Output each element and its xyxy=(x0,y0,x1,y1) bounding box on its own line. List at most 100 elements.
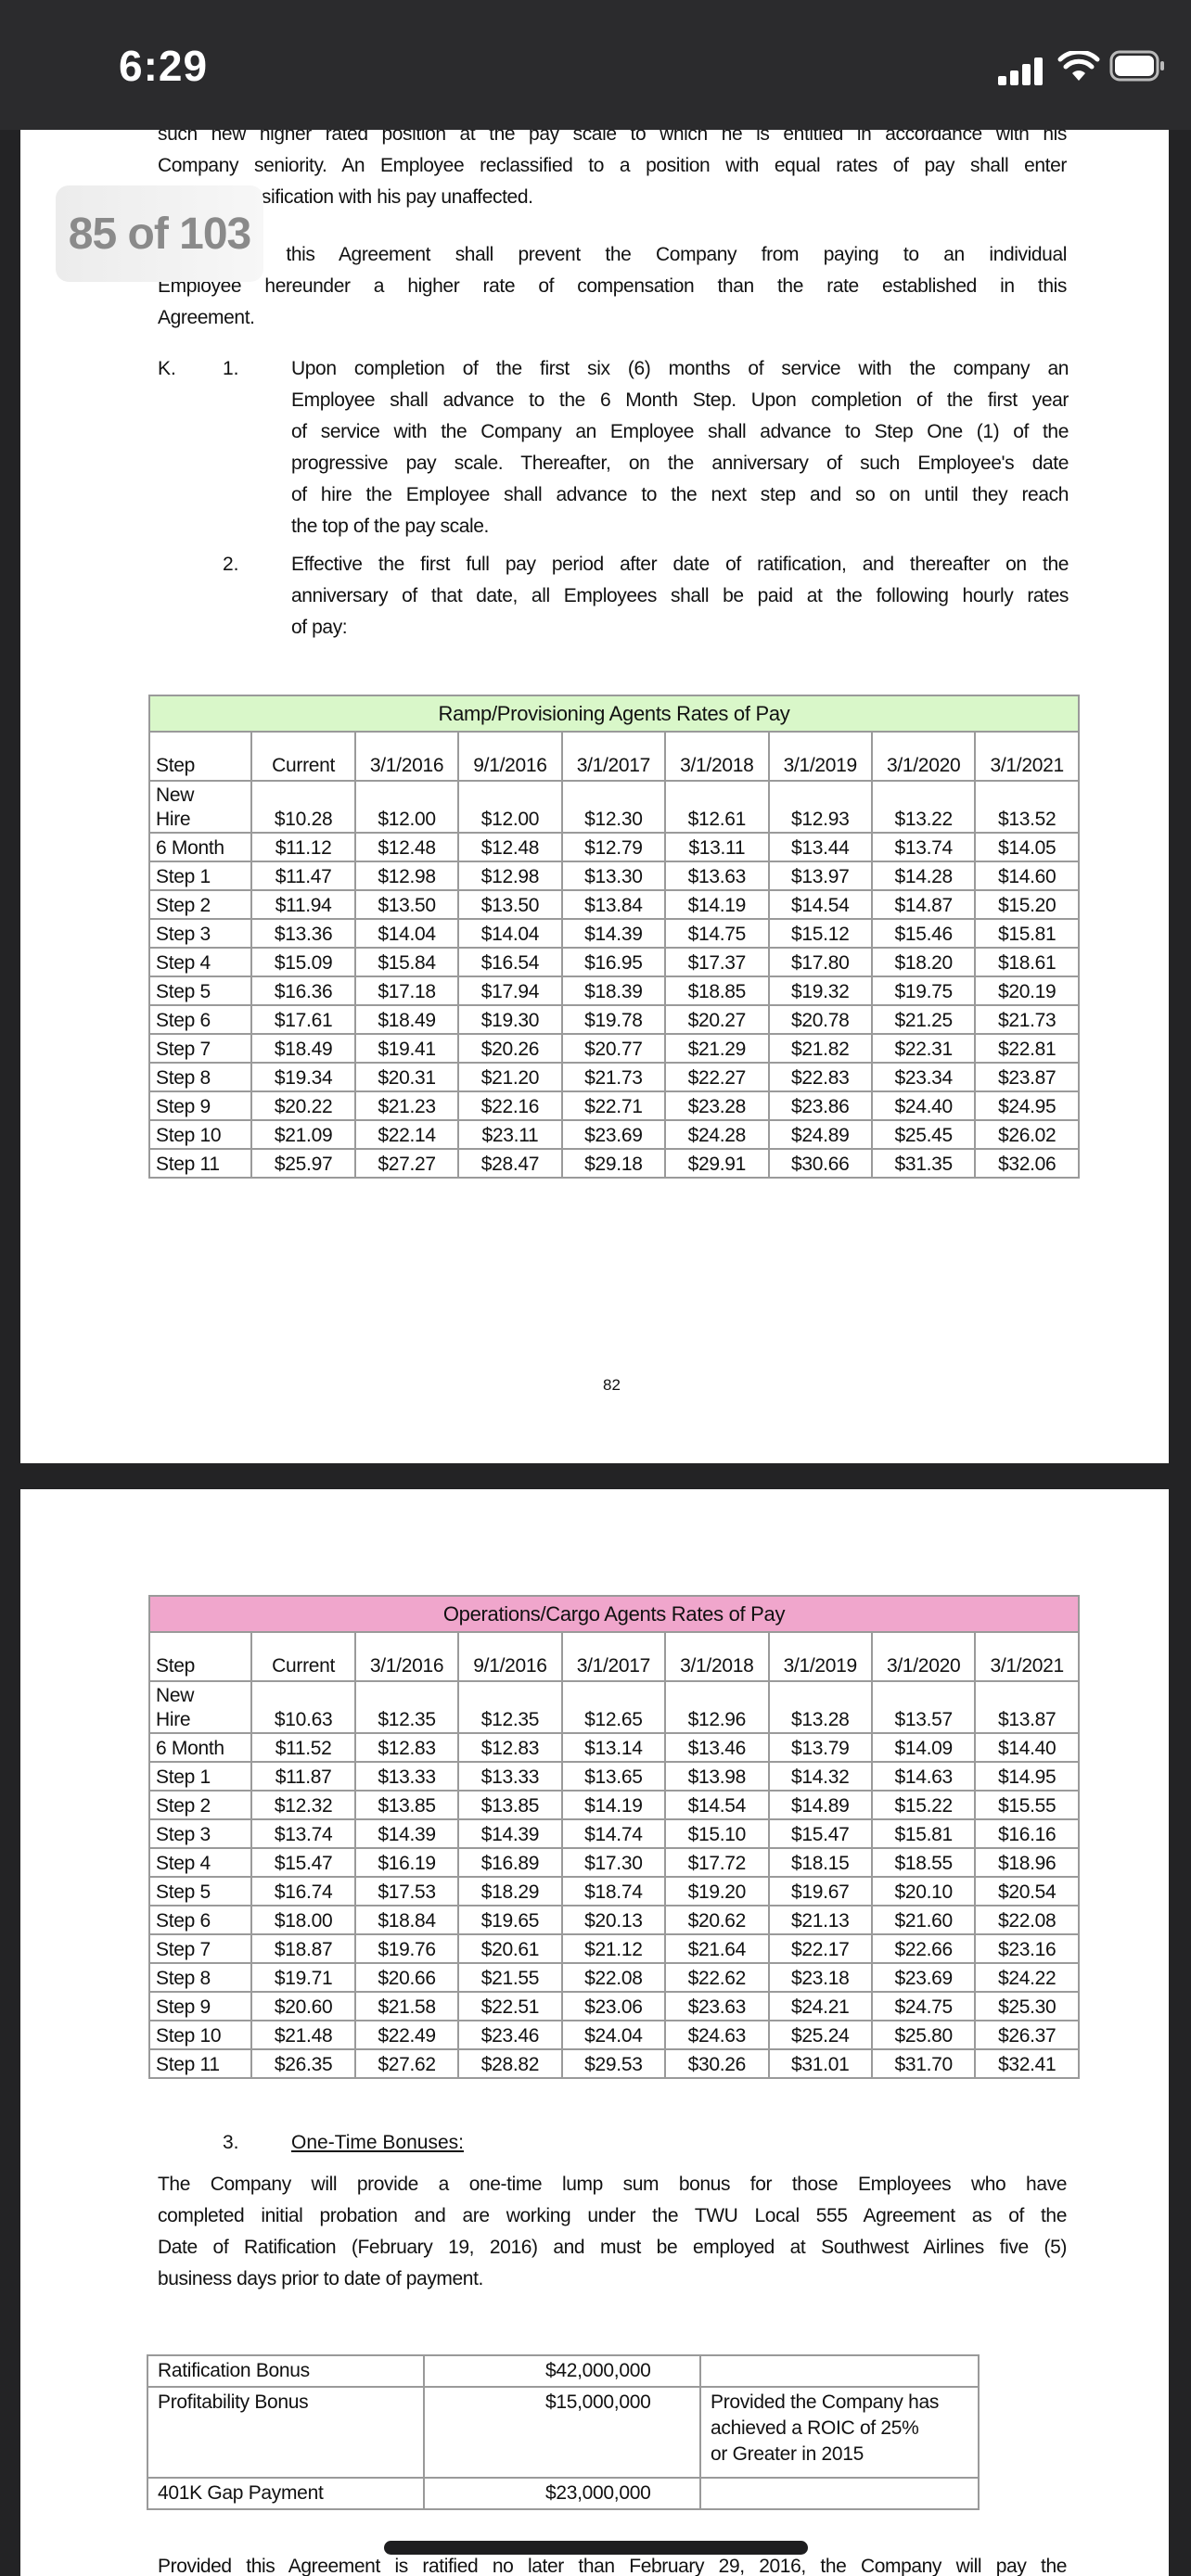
column-header: 3/1/2021 xyxy=(974,1631,1080,1682)
bonus-amount: $15,000,000 xyxy=(423,2386,701,2479)
rate-cell: $20.31 xyxy=(353,1062,460,1092)
rate-cell: $19.78 xyxy=(560,1004,667,1035)
status-bar: 6:29 xyxy=(0,0,1191,130)
rate-cell: $21.58 xyxy=(353,1991,460,2021)
table-header-row: Step Current 3/1/2016 9/1/2016 3/1/2017 3/1/2… xyxy=(147,731,1080,782)
rate-cell: $13.97 xyxy=(767,861,873,891)
rate-cell: $14.87 xyxy=(870,889,977,920)
rate-cell: $15.20 xyxy=(974,889,1080,920)
rate-cell: $29.53 xyxy=(560,2048,667,2079)
table-row: 6 Month $11.12 $12.48 $12.48 $12.79 $13.11 $13… xyxy=(147,832,1080,862)
rate-cell: $18.84 xyxy=(353,1905,460,1935)
rate-cell: $21.13 xyxy=(767,1905,873,1935)
rate-cell: $32.06 xyxy=(974,1148,1080,1179)
rate-cell: $18.15 xyxy=(767,1847,873,1878)
rate-cell: $23.86 xyxy=(767,1090,873,1121)
rate-cell: $17.72 xyxy=(664,1847,770,1878)
rate-cell: $20.54 xyxy=(974,1876,1080,1906)
table-header-row: Step Current 3/1/2016 9/1/2016 3/1/2017 3/1/2… xyxy=(147,1631,1080,1682)
trailing-line: Provided this Agreement is ratified no l… xyxy=(158,2556,1067,2576)
column-header: 3/1/2016 xyxy=(353,1631,460,1682)
rate-cell: $20.62 xyxy=(664,1905,770,1935)
document-page-83: Operations/Cargo Agents Rates of Pay Step… xyxy=(20,1489,1169,2576)
table-row: Step 2 $12.32 $13.85 $13.85 $14.19 $14.54 $14.… xyxy=(147,1790,1080,1820)
table-row: 6 Month $11.52 $12.83 $12.83 $13.14 $13.46 $13… xyxy=(147,1732,1080,1763)
step-label: Step 5 xyxy=(147,1876,253,1906)
rate-cell: $24.95 xyxy=(974,1090,1080,1121)
rate-cell: $13.87 xyxy=(974,1680,1080,1734)
rate-cell: $30.66 xyxy=(767,1148,873,1179)
rate-cell: $21.55 xyxy=(457,1962,563,1993)
rate-cell: $19.71 xyxy=(250,1962,356,1993)
table-title: Operations/Cargo Agents Rates of Pay xyxy=(148,1595,1080,1633)
battery-icon xyxy=(1109,50,1164,82)
rate-cell: $22.83 xyxy=(767,1062,873,1092)
rate-cell: $14.39 xyxy=(560,918,667,949)
rate-cell: $29.91 xyxy=(664,1148,770,1179)
section-3-heading: One-Time Bonuses: xyxy=(291,2132,464,2153)
step-label: Step 7 xyxy=(147,1033,253,1064)
rate-cell: $15.12 xyxy=(767,918,873,949)
rate-cell: $13.57 xyxy=(870,1680,977,1734)
rate-cell: $22.08 xyxy=(560,1962,667,1993)
rate-cell: $14.54 xyxy=(664,1790,770,1820)
bonus-row: 401K Gap Payment $23,000,000 xyxy=(147,2477,980,2510)
rate-cell: $22.66 xyxy=(870,1933,977,1964)
rate-cell: $27.27 xyxy=(353,1148,460,1179)
rate-cell: $24.63 xyxy=(664,2020,770,2050)
rate-cell: $17.30 xyxy=(560,1847,667,1878)
rate-cell: $16.54 xyxy=(457,947,563,977)
rate-cell: $22.17 xyxy=(767,1933,873,1964)
rate-cell: $21.48 xyxy=(250,2020,356,2050)
rate-cell: $17.37 xyxy=(664,947,770,977)
rate-cell: $20.19 xyxy=(974,976,1080,1006)
rate-cell: $15.47 xyxy=(767,1818,873,1849)
table-title-row: Operations/Cargo Agents Rates of Pay xyxy=(148,1595,1080,1633)
rate-cell: $21.60 xyxy=(870,1905,977,1935)
rate-cell: $22.51 xyxy=(457,1991,563,2021)
rate-cell: $12.48 xyxy=(353,832,460,862)
rate-cell: $23.11 xyxy=(457,1119,563,1150)
rate-cell: $13.46 xyxy=(664,1732,770,1763)
wifi-icon xyxy=(1057,51,1100,81)
rate-cell: $14.75 xyxy=(664,918,770,949)
rate-cell: $12.35 xyxy=(353,1680,460,1734)
rate-cell: $14.74 xyxy=(560,1818,667,1849)
rate-cell: $14.60 xyxy=(974,861,1080,891)
rate-cell: $19.32 xyxy=(767,976,873,1006)
rate-cell: $23.87 xyxy=(974,1062,1080,1092)
step-label: Step 4 xyxy=(147,1847,253,1878)
rate-cell: $14.19 xyxy=(560,1790,667,1820)
rate-cell: $20.26 xyxy=(457,1033,563,1064)
rate-cell: $15.81 xyxy=(870,1818,977,1849)
rate-cell: $13.44 xyxy=(767,832,873,862)
rate-cell: $13.11 xyxy=(664,832,770,862)
home-indicator[interactable] xyxy=(384,2541,808,2555)
rate-cell: $25.24 xyxy=(767,2020,873,2050)
item-1-line: Upon completion of the first six (6) mon… xyxy=(291,358,1069,379)
rate-cell: $13.65 xyxy=(560,1761,667,1792)
rate-cell: $16.89 xyxy=(457,1847,563,1878)
rate-cell: $24.22 xyxy=(974,1962,1080,1993)
column-header: 3/1/2016 xyxy=(353,731,460,782)
bonus-name: 401K Gap Payment xyxy=(147,2477,425,2510)
rate-cell: $18.29 xyxy=(457,1876,563,1906)
step-label: New Hire xyxy=(147,780,253,834)
bonus-amount: $23,000,000 xyxy=(423,2477,701,2510)
rate-cell: $24.28 xyxy=(664,1119,770,1150)
column-header: 3/1/2020 xyxy=(870,1631,977,1682)
column-header: 9/1/2016 xyxy=(457,731,563,782)
table-row: Step 11 $26.35 $27.62 $28.82 $29.53 $30.26 $31… xyxy=(147,2048,1080,2079)
table-row: Step 8 $19.71 $20.66 $21.55 $22.08 $22.62 $23.… xyxy=(147,1962,1080,1993)
rate-cell: $15.47 xyxy=(250,1847,356,1878)
item-1-line: of hire the Employee shall advance to th… xyxy=(291,484,1069,505)
table-row: Step 1 $11.87 $13.33 $13.33 $13.65 $13.98 $14.… xyxy=(147,1761,1080,1792)
rate-cell: $30.26 xyxy=(664,2048,770,2079)
rate-cell: $14.39 xyxy=(457,1818,563,1849)
table-row: Step 5 $16.36 $17.18 $17.94 $18.39 $18.85 $19.… xyxy=(147,976,1080,1006)
rate-cell: $17.61 xyxy=(250,1004,356,1035)
rate-cell: $22.81 xyxy=(974,1033,1080,1064)
item-2-line: of pay: xyxy=(291,617,348,638)
table-row: Step 6 $17.61 $18.49 $19.30 $19.78 $20.27 $20.… xyxy=(147,1004,1080,1035)
rate-cell: $13.50 xyxy=(353,889,460,920)
